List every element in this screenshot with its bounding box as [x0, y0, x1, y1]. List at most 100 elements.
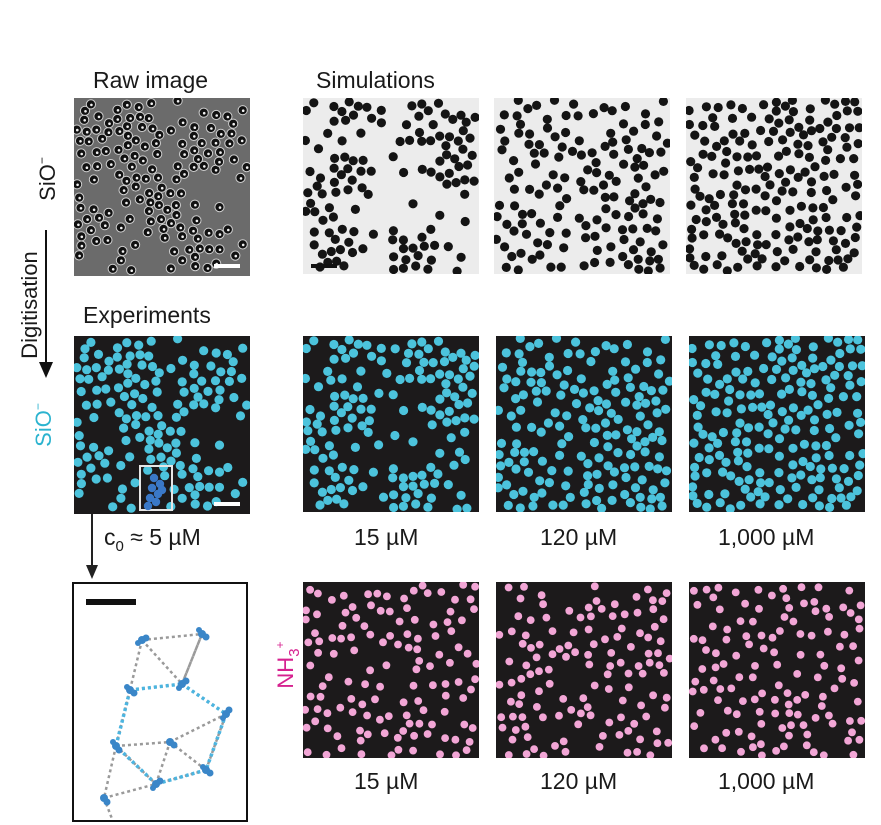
particle: [339, 591, 348, 600]
particle: [756, 478, 766, 488]
particle: [316, 692, 325, 701]
particle: [144, 426, 154, 436]
particle: [562, 411, 572, 421]
particle: [768, 418, 778, 428]
particle-highlight: [183, 173, 186, 176]
particle: [813, 400, 823, 410]
particle: [690, 130, 700, 140]
particle: [831, 474, 841, 484]
particle-highlight: [245, 166, 249, 169]
particle: [404, 643, 413, 652]
particle: [717, 251, 727, 261]
particle: [642, 712, 651, 721]
particle: [848, 728, 856, 737]
particle: [324, 203, 334, 213]
particle: [782, 594, 791, 603]
particle: [779, 584, 788, 593]
particle: [453, 136, 463, 146]
particle-highlight: [92, 208, 96, 212]
particle: [600, 141, 610, 151]
particle: [401, 120, 412, 130]
particle: [852, 486, 862, 496]
particle: [578, 388, 588, 398]
particle: [728, 129, 738, 139]
particle: [89, 412, 99, 423]
highlighted-particle: [157, 485, 167, 495]
particle-highlight: [127, 135, 130, 138]
particle: [143, 465, 153, 475]
particle: [778, 135, 788, 145]
particle: [348, 348, 359, 358]
particle: [665, 654, 672, 663]
particle: [809, 748, 818, 757]
particle: [590, 231, 600, 241]
particle: [453, 374, 463, 384]
particle: [337, 462, 347, 472]
particle: [414, 365, 425, 376]
particle: [634, 662, 643, 670]
particle: [659, 615, 668, 624]
particle: [642, 357, 652, 368]
particle: [616, 658, 625, 667]
particle: [516, 405, 526, 415]
particle: [634, 264, 644, 274]
particle: [825, 612, 834, 621]
particle: [563, 466, 573, 476]
highlighted-particle: [151, 497, 161, 507]
particle: [855, 460, 865, 470]
particle: [79, 353, 89, 363]
particle-highlight: [219, 151, 222, 154]
particle: [444, 406, 454, 416]
particle: [584, 625, 593, 634]
particle: [778, 724, 787, 732]
particle: [507, 251, 517, 262]
particle: [814, 501, 824, 511]
particle: [460, 216, 470, 227]
particle: [496, 461, 506, 471]
particle-highlight: [240, 139, 244, 143]
particle: [774, 344, 784, 354]
particle: [140, 379, 150, 390]
nh3-concentration-label-2: 120 µM: [540, 768, 618, 794]
particle: [620, 489, 630, 500]
particle: [527, 254, 537, 264]
particle: [628, 245, 639, 255]
particle: [414, 697, 423, 705]
highlighted-particle: [147, 483, 157, 493]
particle: [388, 390, 398, 400]
particle: [353, 101, 363, 111]
particle: [313, 144, 324, 154]
particle: [336, 170, 346, 180]
particle: [97, 372, 107, 382]
particle: [226, 366, 236, 377]
particle: [417, 337, 427, 347]
particle: [771, 230, 781, 240]
particle: [335, 483, 345, 493]
particle: [845, 380, 855, 390]
particle-highlight: [90, 103, 93, 107]
particle: [166, 501, 176, 512]
particle: [315, 411, 326, 421]
particle: [510, 447, 520, 457]
particle: [470, 605, 478, 614]
particle: [711, 351, 721, 361]
particle: [134, 340, 144, 350]
particle: [339, 499, 349, 509]
particle: [358, 244, 368, 254]
particle: [467, 150, 477, 160]
particle: [850, 678, 859, 687]
particle: [813, 226, 823, 236]
particle: [569, 628, 578, 637]
particle: [410, 731, 419, 740]
particle: [640, 447, 650, 457]
particle: [555, 711, 563, 720]
particle: [737, 747, 745, 756]
particle: [820, 661, 829, 670]
particle: [636, 629, 644, 638]
particle: [523, 104, 533, 114]
particle: [315, 637, 324, 646]
particle: [791, 482, 801, 492]
particle: [530, 745, 539, 754]
particle: [627, 434, 637, 444]
particle-highlight: [215, 114, 218, 117]
